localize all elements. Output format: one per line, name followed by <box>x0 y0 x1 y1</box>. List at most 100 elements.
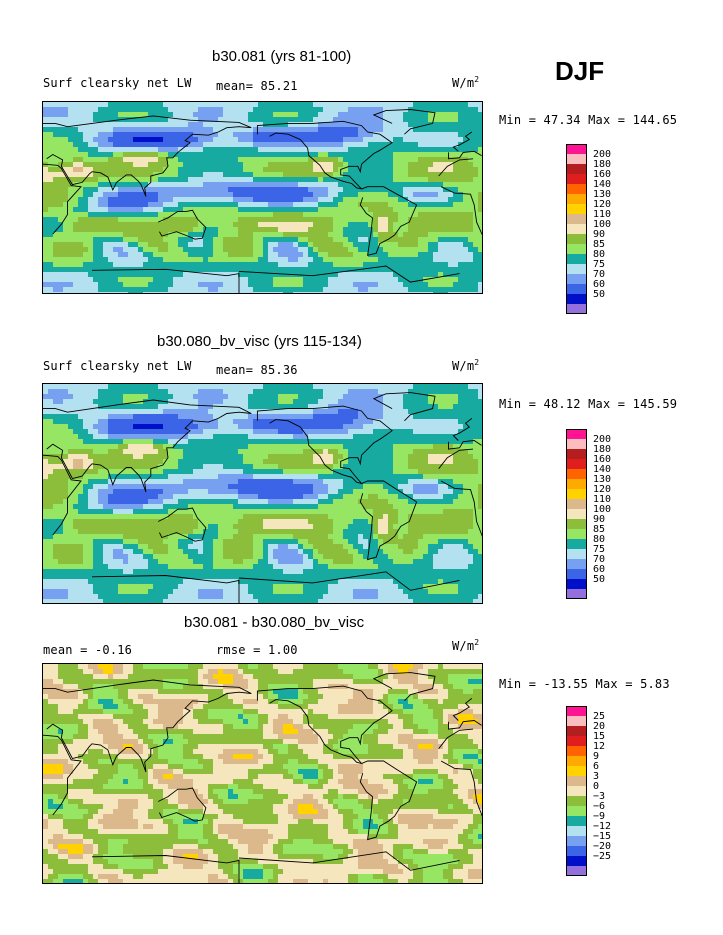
contour-cell <box>158 464 164 470</box>
contour-cell <box>173 389 179 395</box>
contour-cell <box>453 232 459 238</box>
contour-cell <box>318 187 324 193</box>
contour-cell <box>393 257 399 263</box>
contour-cell <box>103 287 109 293</box>
contour-cell <box>403 207 409 213</box>
contour-cell <box>388 232 394 238</box>
contour-cell <box>348 449 354 455</box>
contour-cell <box>108 192 114 198</box>
contour-cell <box>368 167 374 173</box>
contour-cell <box>463 252 469 258</box>
contour-cell <box>328 237 334 243</box>
contour-cell <box>413 414 419 420</box>
contour-cell <box>188 282 194 288</box>
contour-cell <box>343 399 349 405</box>
contour-cell <box>418 439 424 445</box>
contour-cell <box>448 439 454 445</box>
contour-cell <box>338 232 344 238</box>
contour-cell <box>118 152 124 158</box>
contour-cell <box>73 142 79 148</box>
contour-cell <box>98 287 104 293</box>
contour-cell <box>93 277 99 283</box>
contour-cell <box>153 257 159 263</box>
contour-cell <box>173 177 179 183</box>
contour-cell <box>223 162 229 168</box>
contour-cell <box>393 162 399 168</box>
contour-cell <box>83 127 89 133</box>
contour-cell <box>338 282 344 288</box>
contour-cell <box>473 232 479 238</box>
contour-cell <box>103 152 109 158</box>
contour-cell <box>78 102 84 108</box>
contour-cell <box>328 394 334 400</box>
contour-cell <box>263 267 269 273</box>
contour-cell <box>108 212 114 218</box>
contour-cell <box>348 404 354 410</box>
contour-cell <box>83 459 89 465</box>
contour-cell <box>423 207 429 213</box>
contour-cell <box>153 132 159 138</box>
contour-cell <box>263 242 269 248</box>
contour-cell <box>203 394 209 400</box>
contour-cell <box>228 267 234 273</box>
contour-cell <box>53 454 59 460</box>
contour-cell <box>128 449 134 455</box>
contour-cell <box>103 167 109 173</box>
contour-cell <box>478 429 482 435</box>
contour-cell <box>233 157 239 163</box>
contour-cell <box>243 177 249 183</box>
contour-cell <box>393 262 399 268</box>
contour-cell <box>368 222 374 228</box>
contour-cell <box>73 102 79 108</box>
contour-cell <box>463 429 469 435</box>
contour-cell <box>128 434 134 440</box>
contour-cell <box>308 172 314 178</box>
contour-cell <box>318 232 324 238</box>
contour-cell <box>443 247 449 253</box>
contour-cell <box>298 399 304 405</box>
contour-cell <box>358 222 364 228</box>
contour-cell <box>303 217 309 223</box>
contour-cell <box>148 414 154 420</box>
contour-cell <box>388 409 394 415</box>
contour-cell <box>368 267 374 273</box>
contour-cell <box>283 449 289 455</box>
contour-cell <box>178 227 184 233</box>
contour-cell <box>288 449 294 455</box>
contour-cell <box>238 117 244 123</box>
contour-cell <box>293 454 299 460</box>
contour-cell <box>123 212 129 218</box>
contour-cell <box>183 394 189 400</box>
contour-cell <box>328 227 334 233</box>
contour-cell <box>208 262 214 268</box>
contour-cell <box>448 127 454 133</box>
contour-cell <box>383 439 389 445</box>
contour-cell <box>473 127 479 133</box>
contour-cell <box>98 177 104 183</box>
contour-cell <box>48 424 54 430</box>
contour-cell <box>348 192 354 198</box>
contour-cell <box>158 172 164 178</box>
contour-cell <box>213 142 219 148</box>
contour-cell <box>148 394 154 400</box>
contour-cell <box>318 389 324 395</box>
contour-cell <box>413 429 419 435</box>
contour-cell <box>248 449 254 455</box>
contour-cell <box>308 217 314 223</box>
contour-cell <box>258 272 264 278</box>
contour-cell <box>168 212 174 218</box>
contour-cell <box>63 192 69 198</box>
contour-cell <box>138 162 144 168</box>
contour-cell <box>478 414 482 420</box>
contour-cell <box>308 459 314 465</box>
contour-cell <box>298 419 304 425</box>
contour-cell <box>318 157 324 163</box>
contour-cell <box>278 112 284 118</box>
contour-cell <box>478 172 482 178</box>
contour-cell <box>443 212 449 218</box>
contour-cell <box>58 147 64 153</box>
contour-cell <box>468 292 474 293</box>
contour-cell <box>48 232 54 238</box>
contour-cell <box>268 404 274 410</box>
contour-cell <box>448 207 454 213</box>
